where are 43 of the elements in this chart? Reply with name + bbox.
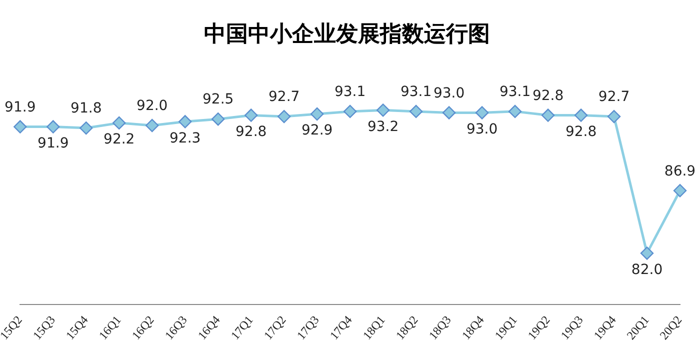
point <box>673 184 687 198</box>
point <box>376 104 390 117</box>
data-label: 92.8 <box>532 88 564 104</box>
data-label: 92.8 <box>236 124 267 140</box>
point <box>541 108 555 122</box>
point <box>409 104 423 118</box>
point <box>112 116 126 130</box>
point <box>212 112 225 126</box>
data-label: 93.0 <box>466 121 498 138</box>
chart-title: 中国中小企业发展指数运行图 <box>204 20 490 47</box>
data-label: 91.9 <box>38 135 69 152</box>
data-label: 93.1 <box>334 84 366 100</box>
data-label: 93.0 <box>433 85 465 102</box>
data-label: 91.8 <box>70 100 102 117</box>
point <box>277 110 291 124</box>
data-label: 92.2 <box>104 132 135 148</box>
data-label: 93.2 <box>367 118 399 135</box>
data-label: 92.9 <box>301 122 333 139</box>
point <box>640 246 654 260</box>
point <box>178 115 192 128</box>
point <box>442 106 456 120</box>
point <box>310 107 324 121</box>
point <box>14 120 27 134</box>
point <box>343 104 357 118</box>
data-label: 91.9 <box>4 99 36 116</box>
point <box>607 110 621 124</box>
data-label: 93.1 <box>499 84 531 100</box>
point <box>475 106 489 120</box>
data-label: 92.3 <box>170 130 201 146</box>
point <box>46 120 60 134</box>
data-label: 86.9 <box>664 163 696 180</box>
point <box>244 108 258 122</box>
data-label: 92.5 <box>202 92 234 108</box>
point <box>80 121 93 135</box>
data-label: 92.8 <box>565 124 597 140</box>
point <box>574 108 588 122</box>
data-label: 92.0 <box>136 98 168 114</box>
point <box>508 104 522 118</box>
data-label: 93.1 <box>400 84 432 100</box>
data-label: 82.0 <box>631 262 663 278</box>
point <box>146 118 159 132</box>
data-label: 92.7 <box>268 89 300 106</box>
data-label: 92.7 <box>598 89 630 106</box>
